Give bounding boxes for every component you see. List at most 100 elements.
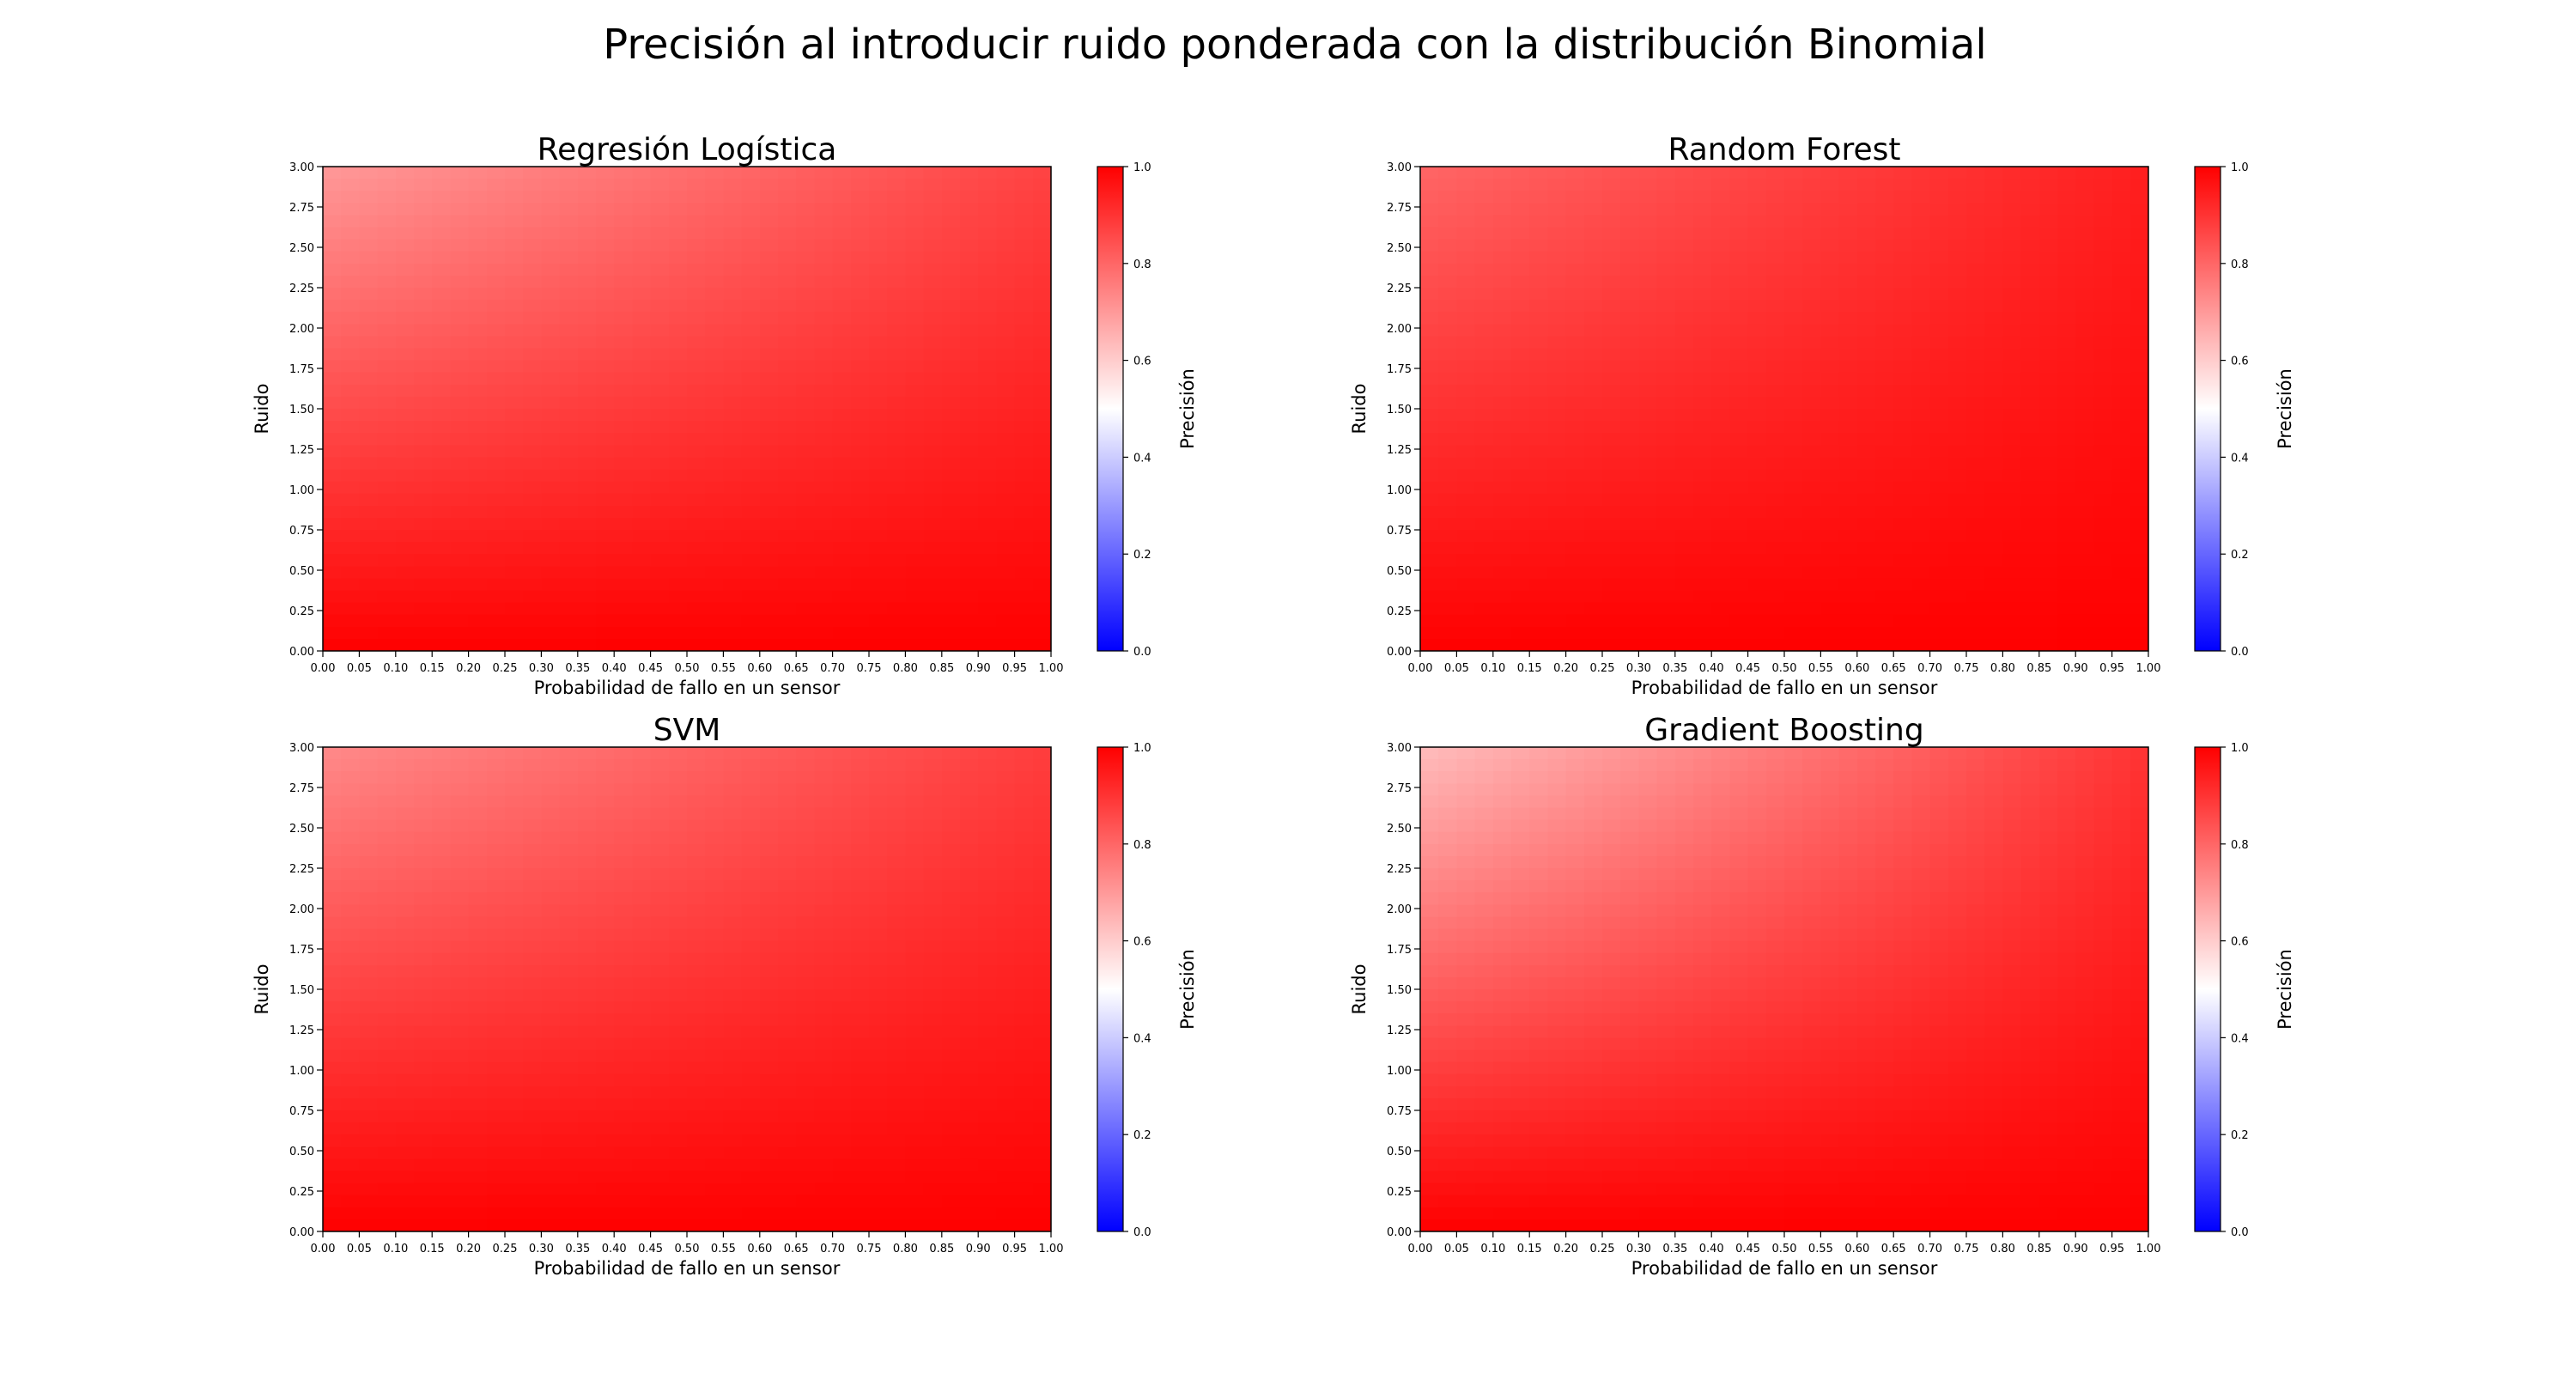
heatmap-cell <box>759 409 779 422</box>
heatmap-cell <box>960 1025 979 1038</box>
heatmap-cell <box>796 795 815 809</box>
heatmap-cell <box>1784 300 1803 313</box>
heatmap-cell <box>741 179 761 192</box>
y-tick-label: 0.00 <box>1387 646 1412 659</box>
heatmap-cell <box>468 1170 488 1184</box>
heatmap-cell <box>1838 457 1858 471</box>
heatmap-cell <box>1420 638 1439 652</box>
heatmap-cell <box>796 855 815 869</box>
heatmap-cell <box>559 251 579 264</box>
heatmap-cell <box>923 263 943 277</box>
heatmap-cell <box>1438 638 1457 652</box>
heatmap-cell <box>1729 396 1749 410</box>
heatmap-cell <box>814 300 834 313</box>
heatmap-cell <box>1674 396 1694 410</box>
heatmap-cell <box>1511 566 1530 579</box>
heatmap-cell <box>577 191 597 204</box>
heatmap-cell <box>960 590 979 604</box>
heatmap-cell <box>377 1182 397 1196</box>
heatmap-cell <box>705 372 724 386</box>
heatmap-cell <box>2093 288 2113 301</box>
heatmap-cell <box>687 1061 706 1075</box>
heatmap-cell <box>1529 517 1548 531</box>
heatmap-cell <box>596 1085 615 1099</box>
heatmap-cell <box>668 348 688 362</box>
x-tick-label: 0.50 <box>1772 662 1797 675</box>
heatmap-cell <box>960 843 979 857</box>
heatmap-cell <box>1875 312 1894 325</box>
heatmap-cell <box>869 578 888 592</box>
heatmap-cell <box>2002 360 2022 374</box>
heatmap-cell <box>832 880 852 893</box>
heatmap-cell <box>941 227 961 240</box>
heatmap-cell <box>887 554 906 567</box>
heatmap-cell <box>650 1049 670 1063</box>
heatmap-cell <box>468 1146 488 1159</box>
heatmap-cell <box>2093 517 2113 531</box>
heatmap-cell <box>1456 542 1476 555</box>
heatmap-cell <box>1547 191 1567 204</box>
heatmap-cell <box>1711 469 1730 483</box>
heatmap-cell <box>323 312 342 325</box>
heatmap-cell <box>668 505 688 519</box>
heatmap-cell <box>796 481 815 495</box>
heatmap-cell <box>723 795 743 809</box>
heatmap-cell <box>759 227 779 240</box>
heatmap-cell <box>541 940 561 954</box>
heatmap-cell <box>1784 542 1803 555</box>
heatmap-cell <box>1529 191 1548 204</box>
x-tick-label: 0.10 <box>383 1243 408 1255</box>
heatmap-cell <box>778 843 797 857</box>
heatmap-cell <box>759 916 779 930</box>
heatmap-cell <box>1711 396 1730 410</box>
heatmap-cell <box>468 1207 488 1220</box>
heatmap-cell <box>759 964 779 978</box>
heatmap-cell <box>1747 263 1767 277</box>
heatmap-cell <box>1656 336 1676 350</box>
heatmap-cell <box>905 517 925 531</box>
heatmap-cell <box>850 964 870 978</box>
heatmap-cell <box>541 372 561 386</box>
heatmap-cell <box>1729 384 1749 398</box>
heatmap-cell <box>887 1146 906 1159</box>
heatmap-cell <box>577 203 597 216</box>
heatmap-cell <box>486 1207 506 1220</box>
heatmap-cell <box>2020 626 2040 640</box>
heatmap-cell <box>1014 1085 1034 1099</box>
heatmap-cell <box>978 952 997 966</box>
heatmap-cell <box>432 324 451 337</box>
heatmap-cell <box>486 457 506 471</box>
heatmap-cell <box>632 1061 652 1075</box>
heatmap-cell <box>632 578 652 592</box>
heatmap-cell <box>1947 566 1967 579</box>
heatmap-cell <box>668 384 688 398</box>
heatmap-cell <box>1456 493 1476 507</box>
heatmap-cell <box>614 384 633 398</box>
heatmap-cell <box>668 819 688 833</box>
heatmap-cell <box>923 312 943 325</box>
heatmap-cell <box>1802 409 1821 422</box>
heatmap-cell <box>705 1182 724 1196</box>
heatmap-cell <box>1474 614 1494 628</box>
heatmap-cell <box>596 445 615 458</box>
heatmap-cell <box>941 409 961 422</box>
heatmap-cell <box>414 1134 433 1147</box>
heatmap-cell <box>414 554 433 567</box>
heatmap-cell <box>1929 578 1949 592</box>
heatmap-cell <box>395 1219 415 1232</box>
heatmap-cell <box>1820 167 1840 179</box>
heatmap-cell <box>705 819 724 833</box>
heatmap-cell <box>814 940 834 954</box>
heatmap-cell <box>577 239 597 252</box>
heatmap-cell <box>850 928 870 942</box>
heatmap-cell <box>814 626 834 640</box>
heatmap-cell <box>596 843 615 857</box>
heatmap-cell <box>705 505 724 519</box>
heatmap-cell <box>814 928 834 942</box>
heatmap-cell <box>468 469 488 483</box>
heatmap-cell <box>614 892 633 905</box>
heatmap-cell <box>687 1025 706 1038</box>
heatmap-cell <box>1984 167 2003 179</box>
heatmap-cell <box>1693 179 1712 192</box>
heatmap-cell <box>414 433 433 446</box>
